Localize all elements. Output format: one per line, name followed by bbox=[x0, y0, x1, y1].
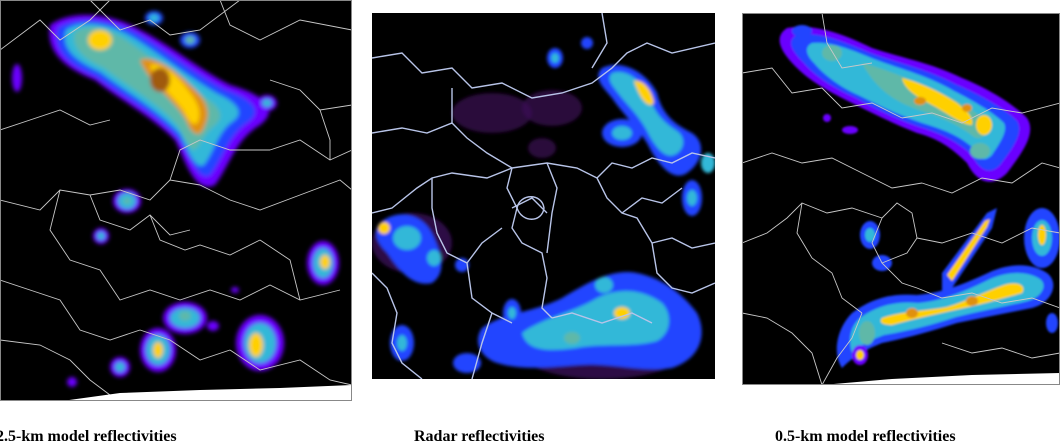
radar-map bbox=[372, 13, 715, 379]
country-borders bbox=[742, 13, 1060, 385]
caption-model-2p5km: 2.5-km model reflectivities bbox=[0, 428, 177, 445]
reflectivity-cells bbox=[12, 11, 339, 387]
model-0p5km-map bbox=[742, 13, 1060, 385]
country-borders bbox=[0, 0, 352, 396]
caption-model-0p5km: 0.5-km model reflectivities bbox=[775, 428, 956, 445]
country-borders bbox=[372, 13, 715, 379]
reflectivity-cells bbox=[779, 25, 1060, 368]
caption-radar: Radar reflectivities bbox=[414, 428, 545, 445]
model-2p5km-map bbox=[0, 0, 352, 401]
